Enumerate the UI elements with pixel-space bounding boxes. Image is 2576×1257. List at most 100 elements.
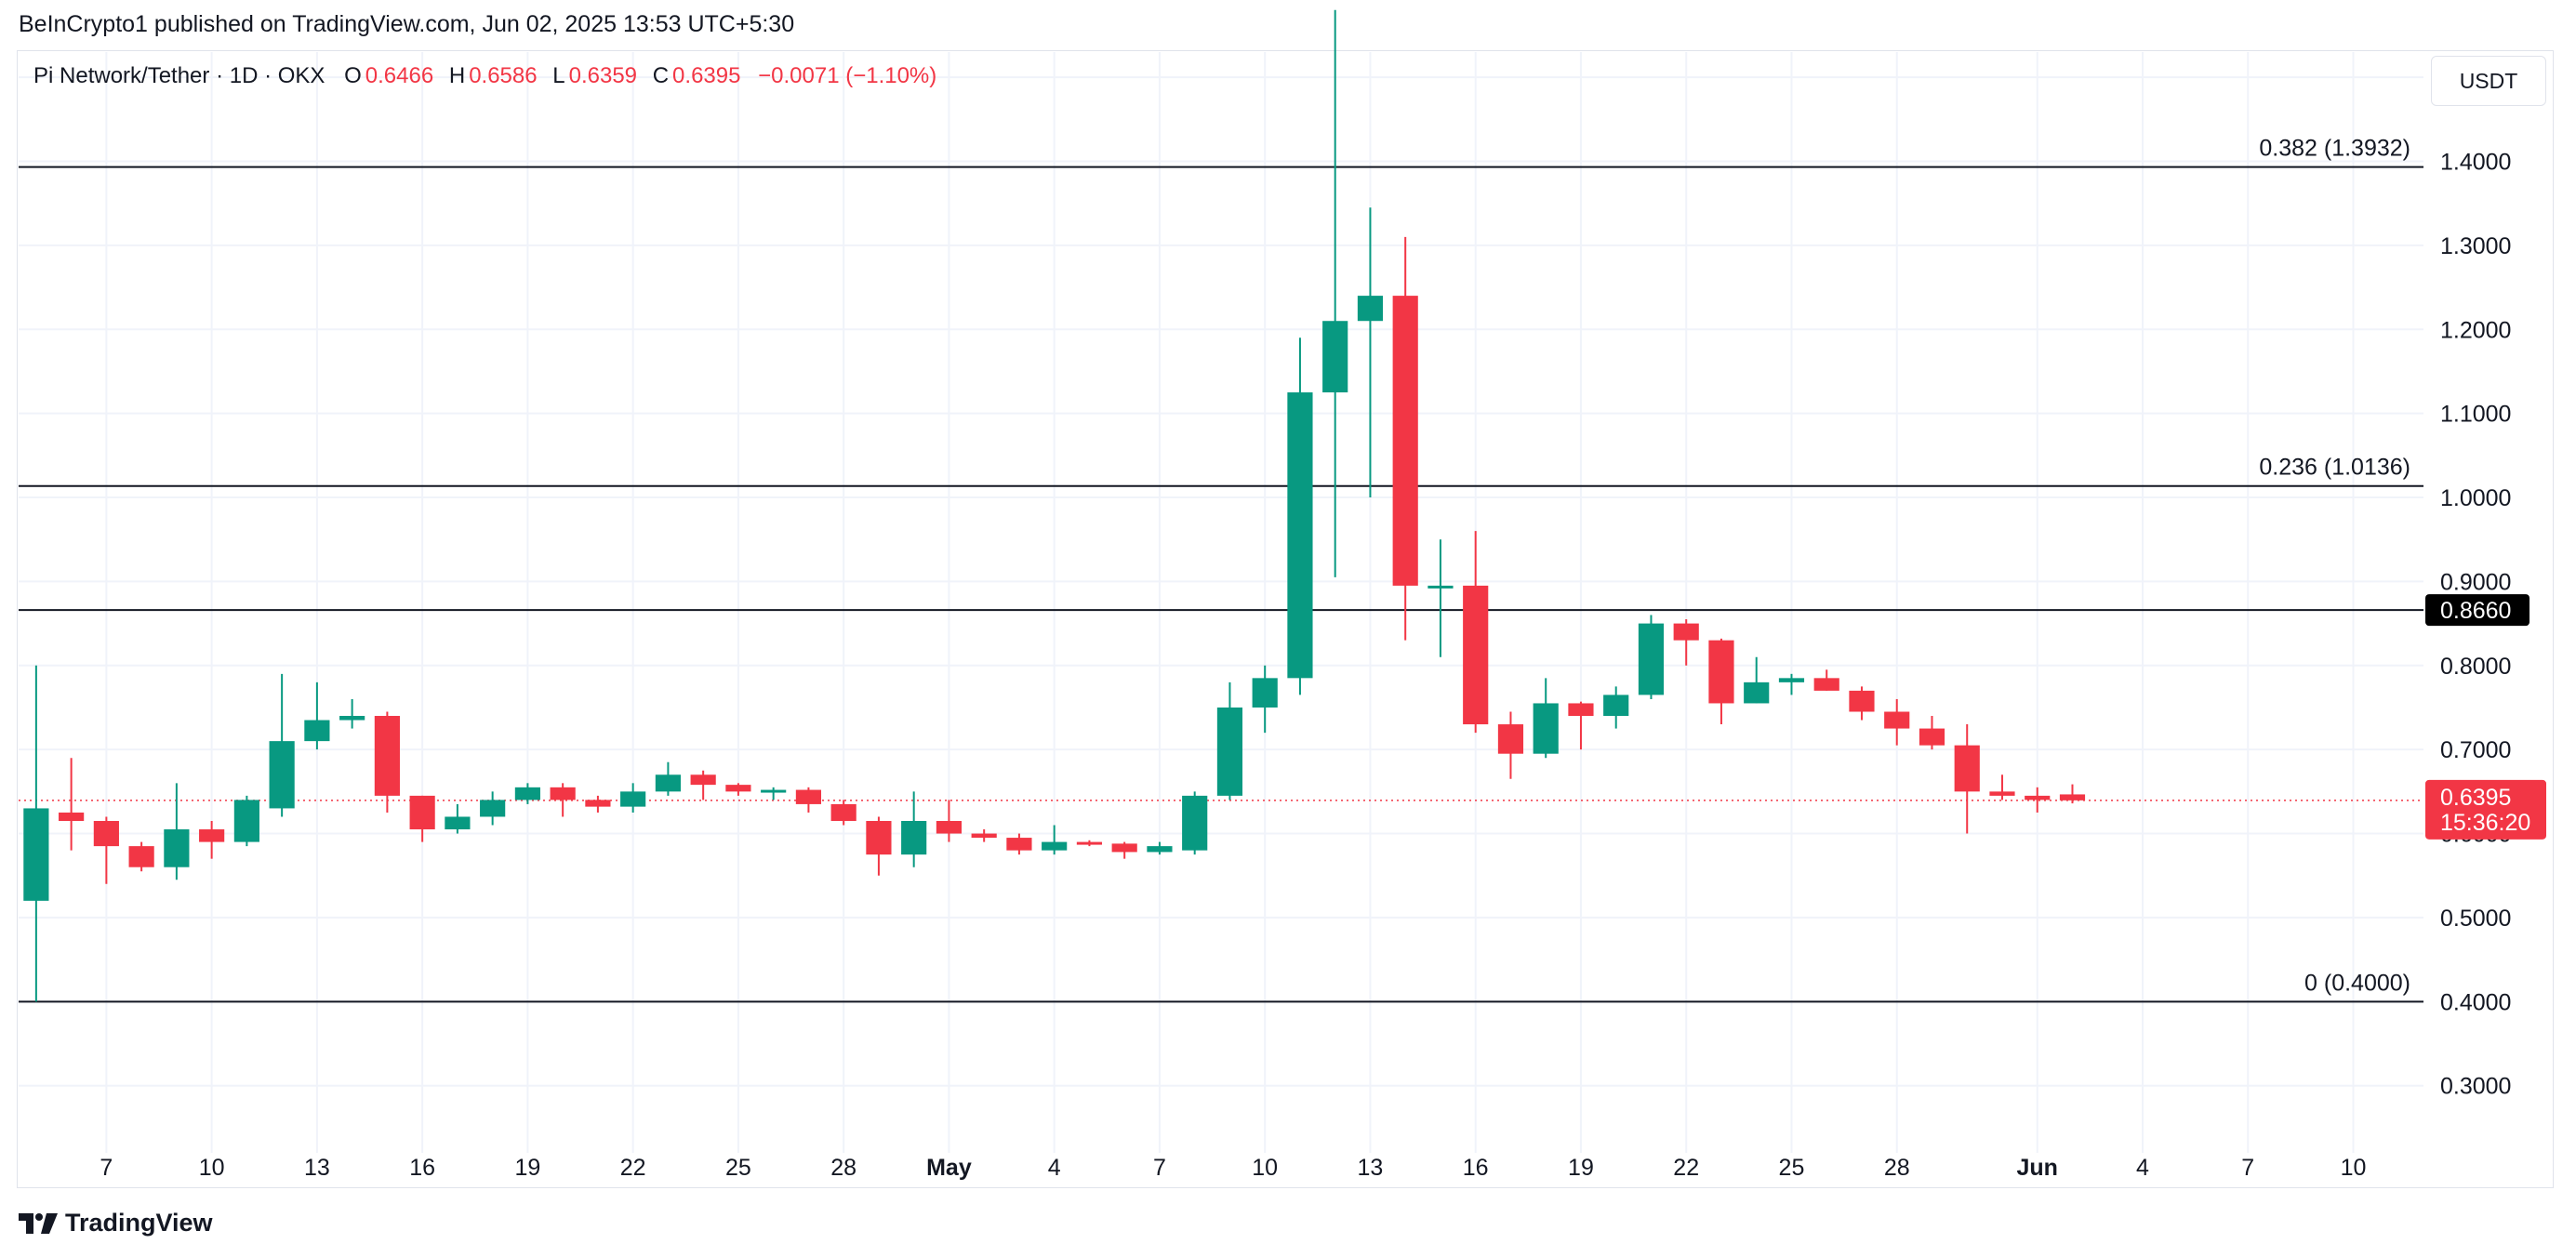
candle-body-up (1042, 841, 1068, 851)
candle-body-down (830, 803, 856, 821)
candle-body-up (1216, 707, 1243, 796)
candle-body-up (164, 829, 190, 867)
candle-body-down (690, 774, 716, 786)
candle-body-down (128, 846, 154, 867)
x-tick-label: 4 (1048, 1155, 1061, 1181)
key-level-tag-label: 0.8660 (2440, 598, 2511, 624)
y-tick-label: 0.8000 (2440, 654, 2511, 680)
y-tick-label: 0.7000 (2440, 737, 2511, 763)
change-value: −0.0071 (−1.10%) (758, 63, 937, 88)
candle-body-up (655, 774, 681, 792)
tradingview-logo[interactable]: TradingView (19, 1209, 213, 1237)
x-tick-label: 28 (830, 1155, 856, 1181)
candle-body-down (2025, 795, 2051, 801)
candle-body-down (725, 785, 751, 792)
candle-body-up (445, 816, 471, 830)
x-tick-label: 13 (1358, 1155, 1384, 1181)
candle-body-down (1673, 623, 1699, 641)
x-tick-label: 7 (2241, 1155, 2254, 1181)
candle-body-down (585, 800, 611, 807)
candle-body-down (1111, 843, 1137, 853)
candle-body-down (1813, 678, 1839, 691)
chart-frame[interactable] (17, 50, 2554, 1188)
candle-body-down (93, 820, 119, 847)
tradingview-brand: TradingView (65, 1209, 213, 1237)
candle-body-up (1322, 321, 1348, 393)
grid (19, 52, 2423, 1153)
candle-body-up (1427, 585, 1454, 589)
fib-level-label: 0.382 (1.3932) (2259, 136, 2410, 162)
candle-body-up (1147, 846, 1173, 853)
candle-body-down (59, 812, 85, 821)
y-tick-label: 0.4000 (2440, 989, 2511, 1015)
candle-body-down (936, 820, 963, 834)
current-price-tag-label: 0.6395 (2440, 785, 2511, 811)
symbol-name: Pi Network/Tether · 1D · OKX (33, 63, 325, 88)
candle-body-up (761, 789, 787, 793)
high-value: 0.6586 (469, 63, 538, 88)
x-tick-label: 4 (2136, 1155, 2149, 1181)
x-tick-label: 19 (1568, 1155, 1594, 1181)
time-axis[interactable]: 7 10 13 16 19 22 25 28 May 4 7 10 13 16 19 22 25 28 Jun 4 7 1… (100, 1155, 2366, 1181)
currency-selector[interactable]: USDT (2431, 56, 2546, 106)
x-tick-label: 10 (2341, 1155, 2367, 1181)
candle-body-down (971, 833, 997, 839)
candle-body-down (1076, 841, 1103, 845)
close-label: C (652, 63, 670, 88)
x-tick-label: 19 (514, 1155, 540, 1181)
candle-body-down (2059, 794, 2086, 801)
low-label: L (552, 63, 565, 88)
candle-body-up (1638, 623, 1665, 695)
candle-body-up (480, 800, 506, 817)
x-tick-label: Jun (2017, 1155, 2058, 1181)
candle-body-up (1357, 296, 1384, 322)
x-tick-label: 10 (199, 1155, 225, 1181)
low-value: 0.6359 (568, 63, 638, 88)
candle-body-down (1392, 296, 1418, 586)
candle-body-down (1708, 640, 1734, 704)
high-label: H (448, 63, 466, 88)
candle-body-up (1533, 703, 1559, 754)
candle-body-up (304, 720, 330, 742)
y-tick-label: 0.5000 (2440, 906, 2511, 932)
price-countdown-label: 15:36:20 (2440, 810, 2530, 836)
open-label: O (344, 63, 362, 88)
tradingview-logo-icon (19, 1212, 58, 1234)
candle-body-up (23, 808, 49, 901)
fib-level-label: 0 (0.4000) (2304, 970, 2410, 996)
candle-body-down (1463, 585, 1489, 725)
candle-body-up (269, 741, 295, 809)
x-tick-label: 7 (1153, 1155, 1166, 1181)
open-value: 0.6466 (365, 63, 434, 88)
candle-body-down (1919, 728, 1945, 746)
x-tick-label: 16 (409, 1155, 435, 1181)
price-axis[interactable]: 0.30000.40000.50000.60000.70000.80000.90… (2440, 65, 2511, 1100)
symbol-legend[interactable]: Pi Network/Tether · 1D · OKX O 0.6466 H 0.… (33, 63, 940, 89)
candle-body-up (901, 820, 927, 855)
current-price-tag (2425, 779, 2546, 840)
close-value: 0.6395 (672, 63, 741, 88)
candle-body-down (1849, 690, 1875, 712)
x-tick-label: 16 (1463, 1155, 1489, 1181)
candle-body-up (1182, 795, 1208, 851)
candle-body-down (1497, 724, 1524, 754)
x-tick-label: 25 (725, 1155, 751, 1181)
x-tick-label: 10 (1252, 1155, 1278, 1181)
x-tick-label: 22 (620, 1155, 646, 1181)
x-tick-label: May (926, 1155, 972, 1181)
y-tick-label: 0.3000 (2440, 1074, 2511, 1100)
x-tick-label: 28 (1884, 1155, 1910, 1181)
candle-body-up (339, 716, 365, 721)
fibonacci-levels: 0.382 (1.3932) 0.236 (1.0136) 0 (0.4000) (19, 136, 2423, 1003)
publish-info: BeInCrypto1 published on TradingView.com… (19, 11, 795, 37)
y-tick-label: 1.3000 (2440, 233, 2511, 259)
y-tick-label: 1.0000 (2440, 485, 2511, 511)
y-tick-label: 1.1000 (2440, 402, 2511, 428)
y-tick-label: 0.9000 (2440, 569, 2511, 595)
candle-body-down (1884, 711, 1910, 729)
candle-body-down (1989, 791, 2015, 796)
y-tick-label: 1.2000 (2440, 317, 2511, 343)
x-tick-label: 25 (1779, 1155, 1805, 1181)
